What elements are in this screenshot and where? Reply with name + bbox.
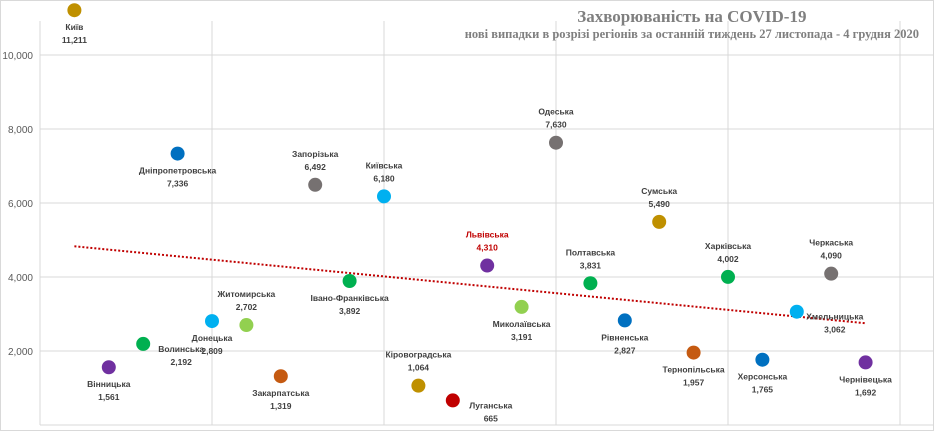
data-point (514, 299, 529, 314)
data-point (308, 177, 323, 192)
data-label-value: 1,765 (752, 385, 774, 395)
data-label-name: Київська (366, 160, 403, 170)
data-label-value: 4,310 (477, 243, 499, 253)
chart-title: Захворюваність на COVID-19 (577, 7, 807, 26)
data-label-name: Черкаська (809, 238, 853, 248)
y-tick-label: 4,000 (8, 273, 33, 284)
data-point (342, 273, 357, 288)
data-label-name: Вінницька (87, 379, 131, 389)
data-label-value: 4,090 (821, 251, 843, 261)
data-point (136, 336, 151, 351)
data-point (445, 393, 460, 408)
trendline (74, 245, 866, 325)
data-label-value: 665 (484, 413, 498, 423)
data-point (205, 314, 219, 329)
data-label-name: Харківська (705, 241, 751, 251)
y-tick-label: 10,000 (2, 51, 33, 62)
data-point (377, 189, 391, 204)
data-label-value: 6,180 (373, 173, 395, 183)
data-point (652, 214, 667, 229)
data-label-name: Полтавська (566, 247, 616, 257)
data-point (824, 266, 839, 281)
chart-title-block: Захворюваність на COVID-19 нові випадки … (465, 7, 919, 42)
data-label-name: Львівська (466, 230, 509, 240)
y-tick-label: 6,000 (8, 199, 33, 210)
data-point (617, 313, 632, 328)
data-label-value: 2,702 (236, 302, 258, 312)
data-point (858, 355, 873, 370)
data-label-value: 7,336 (167, 179, 189, 189)
data-label-value: 7,630 (545, 120, 567, 130)
data-label-name: Одеська (538, 107, 574, 117)
data-label-value: 1,692 (855, 387, 877, 397)
data-label-name: Херсонська (738, 372, 788, 382)
data-label-name: Луганська (469, 400, 512, 410)
data-point (67, 3, 82, 18)
data-label-name: Закарпатська (252, 388, 309, 398)
data-label-value: 4,002 (717, 254, 739, 264)
data-point (101, 360, 116, 375)
data-label-name: Дніпропетровська (139, 166, 217, 176)
data-label-name: Запорізька (292, 149, 339, 159)
y-tick-label: 2,000 (8, 347, 33, 358)
data-label-value: 3,062 (824, 325, 846, 335)
data-label-name: Сумська (641, 186, 677, 196)
data-label-name: Рівненська (601, 332, 648, 342)
data-point (273, 369, 288, 384)
y-tick-label: 8,000 (8, 125, 33, 136)
data-label-name: Волинська (158, 344, 204, 354)
data-label-value: 11,211 (62, 35, 87, 45)
data-label-name: Київ (65, 22, 83, 32)
data-label-value: 2,192 (171, 357, 193, 367)
data-label-value: 3,191 (511, 332, 533, 342)
data-label-value: 3,892 (339, 306, 361, 316)
data-label-value: 1,064 (408, 363, 430, 373)
data-label-name: Хмельницька (806, 312, 863, 322)
data-label-name: Миколаївська (493, 319, 551, 329)
data-point (583, 276, 598, 291)
data-label-value: 2,827 (614, 345, 636, 355)
data-point (239, 318, 254, 333)
data-label-name: Донецька (192, 333, 233, 343)
data-point (480, 258, 495, 273)
data-label-value: 1,319 (270, 401, 292, 411)
data-point (789, 304, 804, 319)
data-label-name: Кіровоградська (385, 350, 451, 360)
data-label-value: 5,490 (649, 199, 671, 209)
data-point (755, 352, 770, 367)
data-point (721, 269, 735, 284)
chart-subtitle: нові випадки в розрізі регіонів за остан… (464, 27, 919, 41)
data-label-value: 1,561 (98, 392, 120, 402)
data-label-value: 6,492 (305, 162, 327, 172)
data-label-value: 1,957 (683, 378, 705, 388)
data-label-value: 2,809 (201, 346, 223, 356)
data-label-name: Тернопільська (663, 365, 725, 375)
data-point (170, 146, 185, 161)
data-label-name: Івано-Франківська (310, 293, 389, 303)
data-label-name: Житомирська (217, 289, 276, 299)
data-label-name: Чернівецька (839, 374, 892, 384)
data-point (549, 135, 563, 150)
data-label-value: 3,831 (580, 260, 602, 270)
data-point (411, 378, 426, 393)
data-point (686, 345, 701, 360)
